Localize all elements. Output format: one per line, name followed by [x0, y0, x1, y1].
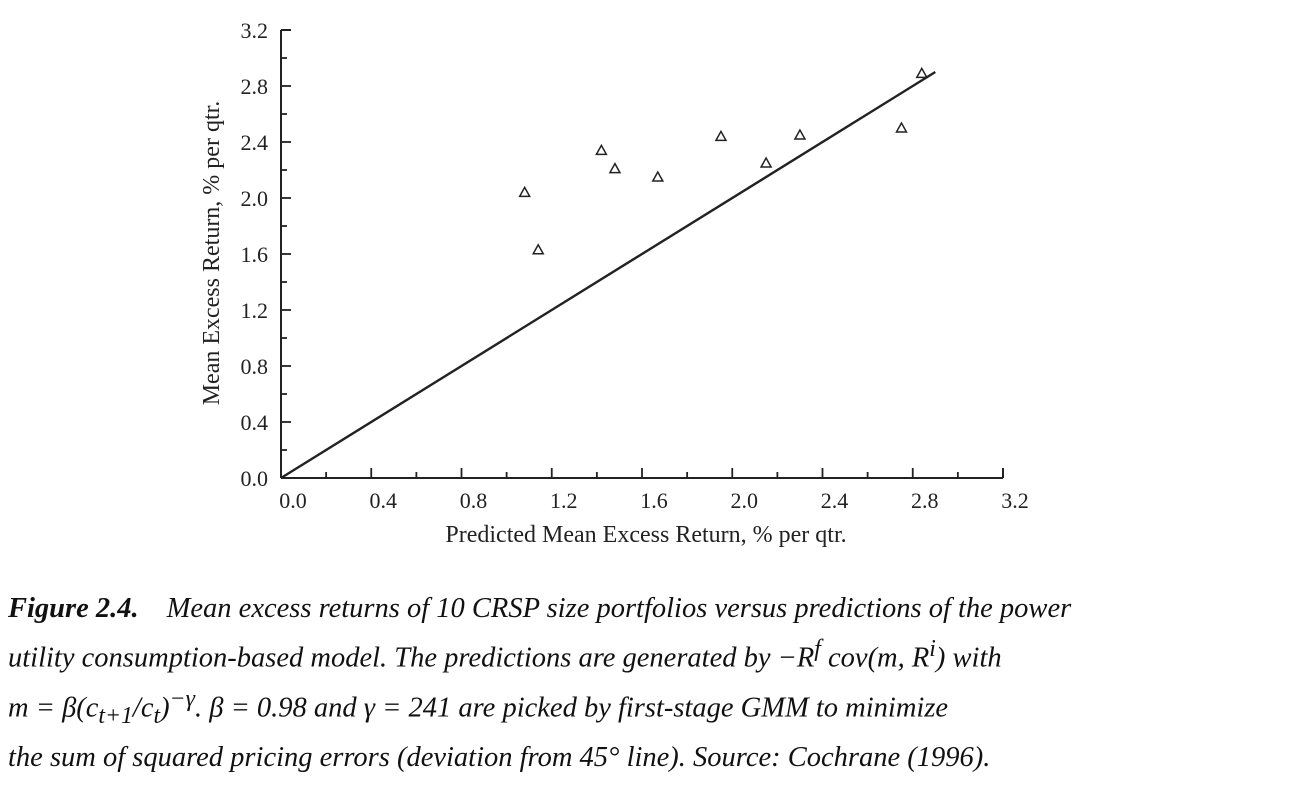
- y-tick-label: 2.4: [241, 130, 269, 155]
- caption-text-1: Mean excess returns of 10 CRSP size port…: [166, 593, 1072, 624]
- figure-label: Figure 2.4.: [8, 593, 139, 624]
- caption-sup-gamma: −γ: [169, 685, 195, 712]
- x-tick-label: 2.4: [821, 488, 849, 513]
- data-point-triangle: [531, 243, 545, 255]
- x-tick-label: 3.2: [1001, 488, 1029, 513]
- data-point-triangle: [759, 156, 773, 168]
- data-point-triangle: [915, 66, 929, 79]
- caption-sup-i: i: [929, 636, 936, 662]
- scatter-chart: 0.0 0.4 0.8 1.2 1.6 2.0 2.4 2.8 3.2 0.0 0.4 0.8 1.2 1…: [199, 18, 1029, 548]
- caption-sub-t: t: [153, 702, 161, 729]
- y-tick-label: 1.6: [241, 242, 269, 267]
- x-tick-label: 0.4: [370, 488, 398, 513]
- y-tick-label: 0.8: [241, 354, 269, 379]
- caption-close-3: ): [160, 692, 170, 723]
- data-point-triangle: [595, 143, 608, 156]
- y-axis-label: Mean Excess Return, % per qtr.: [199, 101, 225, 406]
- reference-line-45deg: [280, 70, 936, 480]
- y-tick-label: 0.4: [241, 410, 269, 435]
- y-tick-label: 1.2: [241, 298, 269, 323]
- x-tick-label: 1.6: [640, 488, 668, 513]
- caption-text-2: utility consumption-based model. The pre…: [8, 642, 815, 674]
- data-point-triangle: [518, 185, 531, 198]
- caption-rest-3: . β = 0.98 and γ = 241 are picked by fir…: [195, 692, 949, 723]
- caption-sup-f: f: [814, 636, 821, 662]
- data-point-triangle: [608, 162, 622, 174]
- caption-line-1: Figure 2.4. Mean excess returns of 10 CRS…: [8, 588, 1228, 629]
- x-tick-label: 2.0: [731, 488, 759, 513]
- y-tick-label: 0.0: [241, 466, 269, 491]
- y-tick-label: 3.2: [241, 18, 269, 43]
- x-tick-label: 2.8: [911, 488, 939, 513]
- caption-end-2: ) with: [935, 642, 1002, 674]
- data-point-triangle: [651, 170, 665, 182]
- caption-mid-3: /c: [132, 692, 154, 723]
- x-tick-label: 0.0: [279, 488, 307, 513]
- figure-caption: Figure 2.4. Mean excess returns of 10 CRS…: [8, 588, 1228, 778]
- x-tick-label: 1.2: [550, 488, 578, 513]
- caption-line-3: m = β(ct+1/ct)−γ. β = 0.98 and γ = 241 a…: [8, 679, 1228, 737]
- caption-text-3: m = β(c: [8, 692, 99, 723]
- data-point-triangle: [793, 128, 807, 140]
- data-point-triangle: [714, 129, 728, 142]
- data-points: [518, 66, 929, 255]
- caption-sub-t1: t+1: [98, 702, 133, 729]
- data-point-triangle: [895, 121, 908, 133]
- ticks: 0.0 0.4 0.8 1.2 1.6 2.0 2.4 2.8 3.2 0.0 0.4 0.8 1.2 1…: [241, 18, 1029, 513]
- y-tick-label: 2.0: [241, 186, 269, 211]
- y-tick-label: 2.8: [241, 74, 269, 99]
- caption-line-4: the sum of squared pricing errors (devia…: [8, 741, 991, 773]
- caption-line-2: utility consumption-based model. The pre…: [8, 629, 1228, 679]
- x-tick-label: 0.8: [460, 488, 488, 513]
- caption-cov: cov(m, R: [820, 642, 930, 674]
- x-axis-label: Predicted Mean Excess Return, % per qtr.: [445, 522, 846, 548]
